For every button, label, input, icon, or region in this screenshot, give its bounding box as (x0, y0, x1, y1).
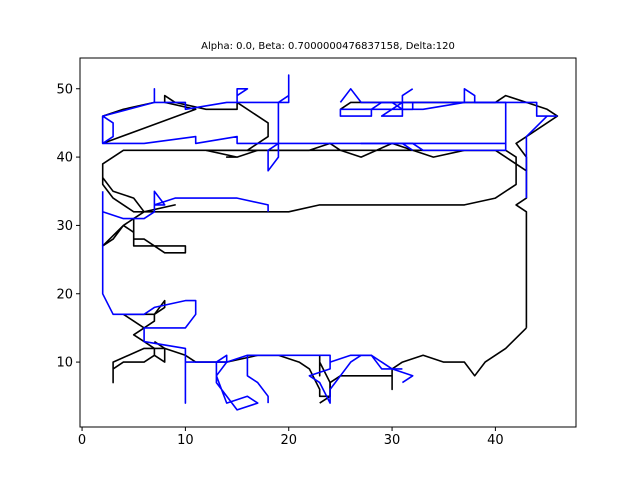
series-1-path-2 (525, 115, 548, 199)
series-layer (101, 74, 559, 411)
chart-title: Alpha: 0.0, Beta: 0.7000000476837158, De… (201, 41, 455, 52)
y-tick-label: 10 (56, 356, 73, 371)
series-1-path-5 (101, 190, 269, 220)
plot-area: 0 10 20 30 40 10 20 30 40 50 (56, 57, 577, 448)
x-tick-label: 40 (487, 433, 504, 448)
series-1-path-0 (101, 74, 290, 172)
x-tick-label: 30 (384, 433, 401, 448)
ticks-layer: 0 10 20 30 40 10 20 30 40 50 (56, 82, 503, 448)
series-1-path-1 (102, 88, 507, 145)
series-0-path-7 (112, 340, 166, 384)
series-0-path-2 (216, 149, 528, 328)
series-1-path-8 (329, 354, 403, 370)
axes-frame (79, 57, 577, 428)
x-tick-label: 10 (177, 433, 194, 448)
series-0-path-1 (132, 232, 187, 254)
series-0-path-6 (122, 299, 527, 398)
series-1-path-3 (339, 88, 558, 117)
series-1-path-7 (246, 355, 269, 404)
y-tick-label: 20 (56, 287, 73, 302)
x-tick-label: 0 (78, 433, 86, 448)
series-0-path-3 (102, 94, 269, 158)
y-tick-label: 30 (56, 219, 73, 234)
y-tick-label: 40 (56, 151, 73, 166)
series-1-path-6 (101, 211, 414, 411)
series-1-path-4 (360, 142, 507, 152)
x-tick-label: 20 (280, 433, 297, 448)
y-tick-label: 50 (56, 82, 73, 97)
